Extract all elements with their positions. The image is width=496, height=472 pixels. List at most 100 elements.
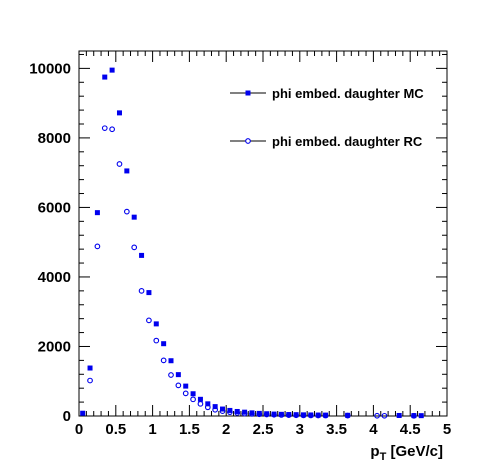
x-axis-label-main: p	[370, 443, 379, 460]
rc-data-point	[153, 337, 160, 344]
rc-data-point	[322, 412, 329, 419]
rc-data-point	[219, 408, 226, 414]
rc-data-point	[212, 406, 219, 413]
rc-data-point	[116, 161, 123, 167]
rc-data-point	[300, 412, 307, 419]
mc-data-point	[212, 404, 218, 410]
rc-data-point	[204, 404, 211, 411]
mc-data-point	[87, 365, 93, 371]
rc-data-point	[293, 412, 299, 419]
mc-data-point	[175, 372, 181, 378]
rc-data-point	[411, 412, 417, 419]
mc-data-point	[264, 411, 270, 417]
x-tick-label: 0.5	[105, 421, 126, 438]
mc-data-point	[131, 214, 137, 220]
mc-data-point	[249, 410, 255, 416]
mc-data-point	[286, 412, 292, 418]
mc-data-point	[80, 410, 86, 416]
rc-data-point	[227, 409, 233, 416]
mc-data-point	[102, 74, 108, 80]
x-tick-label: 5	[443, 421, 451, 438]
mc-data-point	[205, 401, 211, 407]
rc-data-point	[234, 410, 241, 416]
y-tick-label: 4000	[38, 269, 71, 286]
rc-data-point	[344, 412, 351, 419]
x-tick-label: 1.5	[179, 421, 200, 438]
rc-data-point	[197, 400, 204, 407]
rc-data-point	[374, 412, 380, 419]
rc-data-point	[190, 396, 196, 403]
mc-data-point	[278, 411, 284, 417]
x-tick-label: 4.5	[400, 421, 421, 438]
x-tick-label: 2.5	[253, 421, 274, 438]
rc-data-point	[182, 390, 189, 397]
rc-data-point	[381, 412, 388, 419]
legend-entry-label: phi embed. daughter MC	[272, 86, 424, 101]
rc-data-point	[94, 243, 101, 250]
mc-data-point	[161, 341, 167, 347]
mc-data-point	[345, 412, 351, 418]
x-axis-label-subscript: T	[380, 451, 387, 463]
mc-data-point	[271, 411, 277, 417]
rc-data-point	[263, 411, 270, 418]
legend-marker-mc	[245, 90, 251, 96]
rc-data-point	[307, 412, 314, 419]
rc-data-point	[168, 372, 174, 378]
rc-data-point	[256, 411, 263, 418]
y-tick-label: 6000	[38, 199, 71, 216]
mc-data-point	[109, 67, 115, 73]
x-axis-label: pT [GeV/c]	[370, 443, 443, 463]
rc-data-point	[109, 126, 115, 133]
x-tick-label: 1	[148, 421, 156, 438]
mc-data-point	[308, 412, 314, 418]
rc-data-point	[175, 382, 182, 389]
mc-data-point	[146, 290, 152, 296]
rc-data-point	[249, 411, 255, 417]
rc-data-point	[271, 411, 277, 418]
rc-data-point	[160, 357, 167, 364]
mc-data-point	[315, 412, 321, 418]
x-tick-label: 3.5	[326, 421, 347, 438]
rc-data-point	[123, 208, 130, 215]
mc-data-point	[234, 408, 240, 414]
x-tick-label: 4	[369, 421, 378, 438]
mc-data-point	[153, 321, 159, 327]
mc-data-point	[124, 168, 130, 174]
rc-data-point	[278, 412, 285, 418]
x-axis-label-unit: [GeV/c]	[386, 443, 443, 460]
mc-data-point	[190, 391, 196, 397]
mc-data-point	[116, 110, 122, 116]
rc-data-point	[146, 317, 152, 324]
mc-data-point	[183, 383, 189, 389]
rc-data-point	[87, 377, 93, 384]
y-tick-label: 2000	[38, 338, 71, 355]
y-tick-label: 0	[63, 408, 71, 425]
mc-data-point	[293, 412, 299, 418]
rc-data-point	[138, 288, 145, 294]
mc-data-point	[139, 252, 145, 258]
mc-data-point	[242, 409, 248, 415]
rc-data-point	[285, 412, 292, 418]
y-tick-label: 10000	[29, 60, 71, 77]
mc-data-point	[418, 413, 424, 419]
mc-data-point	[197, 396, 203, 402]
x-tick-label: 2	[222, 421, 230, 438]
x-tick-label: 3	[296, 421, 304, 438]
legend-entry-label: phi embed. daughter RC	[272, 134, 423, 149]
y-tick-label: 8000	[38, 130, 71, 147]
mc-data-point	[227, 407, 233, 413]
mc-data-point	[411, 413, 417, 419]
mc-data-point	[323, 412, 329, 418]
legend-marker-rc	[245, 138, 251, 144]
rc-data-point	[315, 412, 322, 419]
mc-data-point	[168, 358, 174, 364]
mc-data-point	[300, 412, 306, 418]
rc-data-point	[241, 410, 248, 417]
rc-data-point	[101, 125, 108, 132]
rc-data-point	[131, 244, 138, 251]
mc-data-point	[94, 210, 100, 216]
mc-data-point	[256, 410, 262, 416]
mc-data-point	[396, 412, 402, 418]
